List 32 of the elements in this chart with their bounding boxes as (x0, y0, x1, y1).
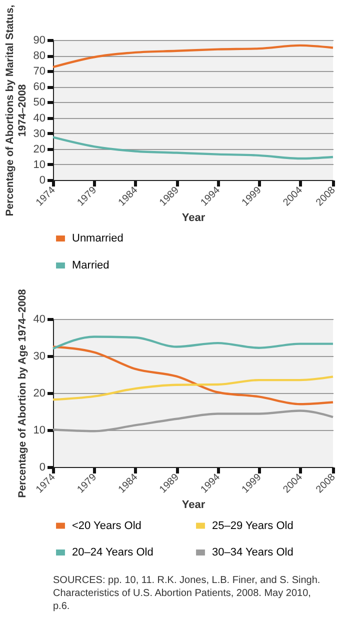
y-tick-label: 70 (33, 66, 46, 78)
y-tick-label: 80 (33, 50, 46, 62)
legend-label: 30–34 Years Old (212, 546, 294, 558)
line-series (52, 376, 334, 401)
y-axis-title: Percentage of Abortions by Marital Status, 1974–2008 (4, 4, 28, 216)
x-axis-title: Year (182, 212, 206, 224)
line-series (52, 410, 334, 432)
legend-label: Unmarried (72, 232, 124, 244)
y-tick-label: 40 (33, 112, 46, 124)
y-tick-label: 30 (33, 350, 46, 362)
line-series (52, 336, 334, 350)
y-tick-label: 20 (33, 143, 46, 156)
y-tick-label: 10 (33, 424, 46, 436)
x-axis-title: Year (182, 498, 206, 511)
y-tick-label: 50 (33, 96, 46, 109)
y-tick-label: 0 (39, 462, 46, 474)
y-tick-label: 0 (39, 174, 46, 186)
y-tick-label: 60 (33, 81, 46, 94)
source-note: SOURCES: pp. 10, 11. R.K. Jones, L.B. Finer, and S. Singh. Characteristics of U.S. Abortion Patients, 2008. May 2010, p.6. (53, 575, 320, 612)
legend-label: Married (72, 260, 110, 272)
y-tick-label: 20 (33, 388, 46, 400)
line-series (52, 44, 334, 68)
legend-label: <20 Years Old (72, 520, 142, 532)
legend-label: 25–29 Years Old (212, 520, 294, 532)
y-tick-label: 90 (33, 34, 46, 46)
y-axis-title: Percentage of Abortion by Age 1974–2008 (16, 288, 28, 498)
y-tick-label: 40 (33, 314, 46, 326)
line-series (52, 346, 334, 406)
y-tick-label: 30 (33, 128, 46, 140)
y-tick-label: 10 (33, 158, 46, 171)
line-series (52, 136, 334, 160)
legend-label: 20–24 Years Old (72, 546, 154, 558)
